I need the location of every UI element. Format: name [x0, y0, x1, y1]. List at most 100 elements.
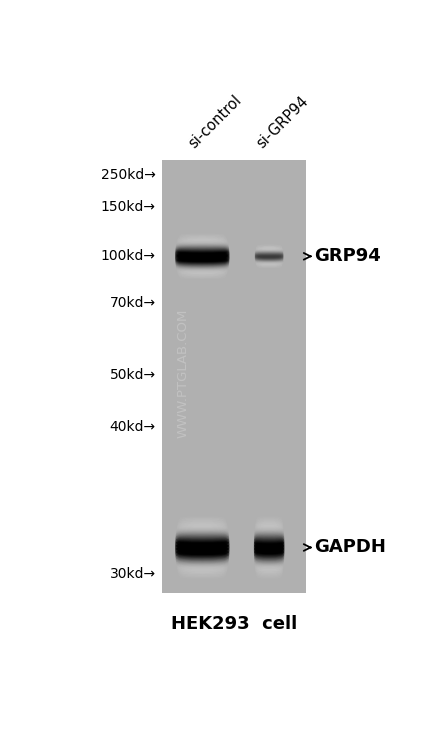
Ellipse shape [176, 247, 229, 250]
Ellipse shape [254, 528, 284, 531]
Ellipse shape [176, 526, 228, 530]
Ellipse shape [178, 236, 227, 238]
Ellipse shape [175, 259, 230, 262]
Ellipse shape [176, 265, 229, 267]
Ellipse shape [254, 553, 284, 556]
Ellipse shape [256, 248, 283, 249]
Ellipse shape [254, 531, 284, 534]
Ellipse shape [177, 525, 228, 528]
Ellipse shape [175, 542, 230, 546]
Ellipse shape [256, 264, 282, 266]
Ellipse shape [175, 256, 230, 259]
Ellipse shape [254, 549, 285, 553]
Ellipse shape [176, 248, 229, 251]
Ellipse shape [176, 263, 229, 266]
Ellipse shape [254, 539, 284, 543]
Text: si-control: si-control [186, 92, 245, 152]
Ellipse shape [175, 540, 230, 544]
Ellipse shape [176, 243, 228, 246]
Ellipse shape [175, 547, 230, 551]
Ellipse shape [255, 523, 283, 527]
Ellipse shape [255, 258, 284, 259]
Ellipse shape [176, 529, 228, 533]
Text: GAPDH: GAPDH [314, 539, 386, 556]
Ellipse shape [254, 548, 285, 551]
Ellipse shape [178, 274, 227, 276]
Ellipse shape [177, 272, 227, 275]
Ellipse shape [254, 544, 285, 548]
Ellipse shape [175, 552, 229, 556]
Ellipse shape [178, 572, 227, 576]
Ellipse shape [175, 551, 230, 555]
Ellipse shape [254, 534, 284, 537]
Ellipse shape [254, 545, 285, 548]
Ellipse shape [254, 554, 284, 557]
Ellipse shape [175, 249, 229, 252]
Ellipse shape [177, 524, 227, 528]
Ellipse shape [176, 269, 228, 272]
Ellipse shape [255, 525, 283, 528]
Ellipse shape [254, 552, 284, 556]
Ellipse shape [255, 522, 283, 525]
Ellipse shape [176, 243, 229, 246]
Ellipse shape [254, 537, 284, 540]
Ellipse shape [256, 246, 282, 248]
Ellipse shape [176, 263, 229, 265]
Ellipse shape [255, 263, 283, 264]
Ellipse shape [256, 265, 282, 266]
Ellipse shape [256, 247, 282, 249]
Ellipse shape [175, 545, 230, 549]
Ellipse shape [254, 546, 285, 550]
Ellipse shape [255, 251, 283, 252]
Ellipse shape [175, 252, 230, 254]
Text: 30kd→: 30kd→ [110, 568, 156, 581]
Ellipse shape [255, 249, 283, 251]
Ellipse shape [176, 533, 229, 536]
Ellipse shape [176, 563, 228, 567]
Ellipse shape [255, 521, 283, 525]
Text: 250kd→: 250kd→ [101, 169, 156, 182]
Ellipse shape [254, 557, 284, 561]
Ellipse shape [177, 523, 227, 527]
Ellipse shape [178, 236, 227, 239]
Ellipse shape [175, 249, 229, 252]
Ellipse shape [255, 569, 283, 572]
Ellipse shape [255, 260, 283, 261]
Ellipse shape [178, 571, 227, 575]
Ellipse shape [255, 248, 283, 249]
Ellipse shape [175, 539, 229, 543]
Ellipse shape [175, 255, 230, 258]
Ellipse shape [255, 261, 283, 263]
Ellipse shape [254, 535, 284, 538]
Text: 70kd→: 70kd→ [110, 296, 156, 310]
Text: 150kd→: 150kd→ [101, 200, 156, 214]
Ellipse shape [176, 560, 229, 564]
Ellipse shape [254, 550, 284, 554]
Ellipse shape [255, 262, 283, 263]
Ellipse shape [176, 243, 228, 245]
Ellipse shape [255, 258, 284, 259]
Ellipse shape [255, 527, 284, 531]
Ellipse shape [255, 250, 283, 252]
Ellipse shape [175, 256, 230, 258]
Ellipse shape [255, 525, 283, 529]
Ellipse shape [254, 560, 284, 564]
Ellipse shape [176, 263, 229, 266]
Ellipse shape [175, 538, 229, 542]
Text: WWW.PTGLAB.COM: WWW.PTGLAB.COM [176, 309, 189, 438]
Ellipse shape [176, 558, 229, 562]
Ellipse shape [175, 539, 229, 542]
Ellipse shape [175, 546, 230, 550]
Ellipse shape [176, 266, 229, 268]
Ellipse shape [175, 554, 229, 557]
Ellipse shape [254, 543, 285, 547]
Ellipse shape [255, 260, 283, 262]
Ellipse shape [255, 249, 283, 251]
Ellipse shape [176, 534, 229, 537]
Ellipse shape [254, 556, 284, 559]
Ellipse shape [255, 249, 283, 250]
Ellipse shape [255, 260, 283, 262]
Ellipse shape [175, 252, 230, 255]
Text: GRP94: GRP94 [314, 247, 381, 266]
Ellipse shape [255, 261, 283, 263]
